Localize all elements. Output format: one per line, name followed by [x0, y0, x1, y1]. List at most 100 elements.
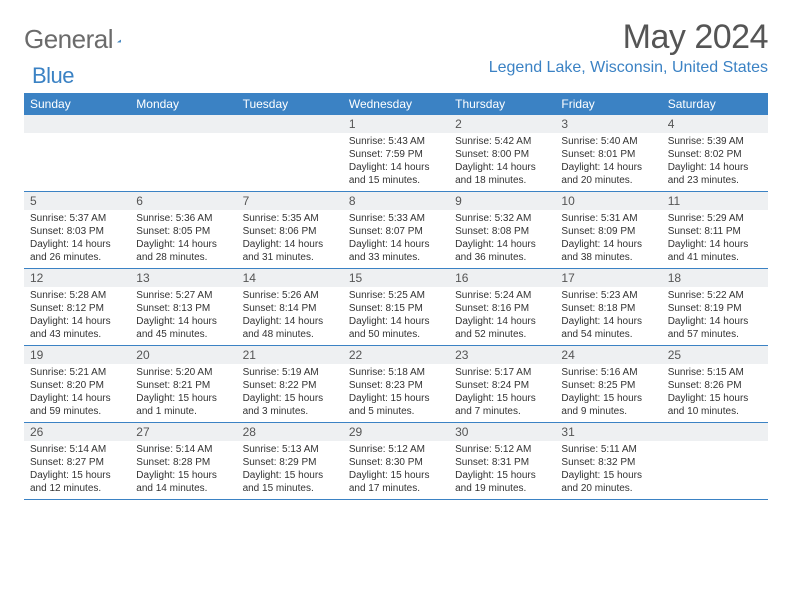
- day-number: 3: [555, 115, 661, 133]
- day-number: 7: [237, 192, 343, 210]
- day-content: Sunrise: 5:13 AMSunset: 8:29 PMDaylight:…: [237, 441, 343, 499]
- calendar-table: SundayMondayTuesdayWednesdayThursdayFrid…: [24, 93, 768, 500]
- sunrise-text: Sunrise: 5:35 AM: [243, 212, 337, 225]
- calendar-day-cell: 19Sunrise: 5:21 AMSunset: 8:20 PMDayligh…: [24, 346, 130, 423]
- daylight-text: Daylight: 14 hours and 36 minutes.: [455, 238, 549, 264]
- sunset-text: Sunset: 8:26 PM: [668, 379, 762, 392]
- calendar-day-cell: 25Sunrise: 5:15 AMSunset: 8:26 PMDayligh…: [662, 346, 768, 423]
- brand-part2: Blue: [32, 63, 74, 89]
- daylight-text: Daylight: 14 hours and 52 minutes.: [455, 315, 549, 341]
- daylight-text: Daylight: 14 hours and 23 minutes.: [668, 161, 762, 187]
- sunset-text: Sunset: 8:21 PM: [136, 379, 230, 392]
- calendar-day-cell: 15Sunrise: 5:25 AMSunset: 8:15 PMDayligh…: [343, 269, 449, 346]
- sunrise-text: Sunrise: 5:19 AM: [243, 366, 337, 379]
- sunrise-text: Sunrise: 5:16 AM: [561, 366, 655, 379]
- day-number: 8: [343, 192, 449, 210]
- day-content: Sunrise: 5:21 AMSunset: 8:20 PMDaylight:…: [24, 364, 130, 422]
- day-content: Sunrise: 5:15 AMSunset: 8:26 PMDaylight:…: [662, 364, 768, 422]
- weekday-header: Saturday: [662, 93, 768, 115]
- day-number: 18: [662, 269, 768, 287]
- daylight-text: Daylight: 15 hours and 15 minutes.: [243, 469, 337, 495]
- sunset-text: Sunset: 8:23 PM: [349, 379, 443, 392]
- calendar-day-cell: 16Sunrise: 5:24 AMSunset: 8:16 PMDayligh…: [449, 269, 555, 346]
- calendar-week-row: 12Sunrise: 5:28 AMSunset: 8:12 PMDayligh…: [24, 269, 768, 346]
- calendar-empty-cell: [237, 115, 343, 192]
- calendar-day-cell: 14Sunrise: 5:26 AMSunset: 8:14 PMDayligh…: [237, 269, 343, 346]
- sunset-text: Sunset: 8:05 PM: [136, 225, 230, 238]
- weekday-header: Friday: [555, 93, 661, 115]
- day-number: 5: [24, 192, 130, 210]
- day-content: Sunrise: 5:36 AMSunset: 8:05 PMDaylight:…: [130, 210, 236, 268]
- sunset-text: Sunset: 8:08 PM: [455, 225, 549, 238]
- sunrise-text: Sunrise: 5:18 AM: [349, 366, 443, 379]
- sunrise-text: Sunrise: 5:12 AM: [349, 443, 443, 456]
- daylight-text: Daylight: 14 hours and 15 minutes.: [349, 161, 443, 187]
- calendar-day-cell: 10Sunrise: 5:31 AMSunset: 8:09 PMDayligh…: [555, 192, 661, 269]
- day-content: Sunrise: 5:37 AMSunset: 8:03 PMDaylight:…: [24, 210, 130, 268]
- day-content: Sunrise: 5:14 AMSunset: 8:27 PMDaylight:…: [24, 441, 130, 499]
- sunset-text: Sunset: 8:25 PM: [561, 379, 655, 392]
- calendar-day-cell: 1Sunrise: 5:43 AMSunset: 7:59 PMDaylight…: [343, 115, 449, 192]
- sunset-text: Sunset: 8:20 PM: [30, 379, 124, 392]
- calendar-day-cell: 6Sunrise: 5:36 AMSunset: 8:05 PMDaylight…: [130, 192, 236, 269]
- sunrise-text: Sunrise: 5:22 AM: [668, 289, 762, 302]
- calendar-day-cell: 9Sunrise: 5:32 AMSunset: 8:08 PMDaylight…: [449, 192, 555, 269]
- sunrise-text: Sunrise: 5:14 AM: [30, 443, 124, 456]
- daylight-text: Daylight: 14 hours and 48 minutes.: [243, 315, 337, 341]
- calendar-day-cell: 30Sunrise: 5:12 AMSunset: 8:31 PMDayligh…: [449, 423, 555, 500]
- daylight-text: Daylight: 15 hours and 7 minutes.: [455, 392, 549, 418]
- calendar-day-cell: 8Sunrise: 5:33 AMSunset: 8:07 PMDaylight…: [343, 192, 449, 269]
- day-content: Sunrise: 5:32 AMSunset: 8:08 PMDaylight:…: [449, 210, 555, 268]
- daylight-text: Daylight: 15 hours and 19 minutes.: [455, 469, 549, 495]
- sunrise-text: Sunrise: 5:40 AM: [561, 135, 655, 148]
- day-content: Sunrise: 5:18 AMSunset: 8:23 PMDaylight:…: [343, 364, 449, 422]
- sunrise-text: Sunrise: 5:32 AM: [455, 212, 549, 225]
- calendar-day-cell: 20Sunrise: 5:20 AMSunset: 8:21 PMDayligh…: [130, 346, 236, 423]
- day-content: Sunrise: 5:12 AMSunset: 8:31 PMDaylight:…: [449, 441, 555, 499]
- sunrise-text: Sunrise: 5:15 AM: [668, 366, 762, 379]
- calendar-day-cell: 18Sunrise: 5:22 AMSunset: 8:19 PMDayligh…: [662, 269, 768, 346]
- sunrise-text: Sunrise: 5:25 AM: [349, 289, 443, 302]
- calendar-day-cell: 4Sunrise: 5:39 AMSunset: 8:02 PMDaylight…: [662, 115, 768, 192]
- sunrise-text: Sunrise: 5:24 AM: [455, 289, 549, 302]
- calendar-empty-cell: [130, 115, 236, 192]
- sunrise-text: Sunrise: 5:26 AM: [243, 289, 337, 302]
- day-number: 23: [449, 346, 555, 364]
- sunrise-text: Sunrise: 5:37 AM: [30, 212, 124, 225]
- daylight-text: Daylight: 14 hours and 33 minutes.: [349, 238, 443, 264]
- day-content: Sunrise: 5:28 AMSunset: 8:12 PMDaylight:…: [24, 287, 130, 345]
- sunrise-text: Sunrise: 5:39 AM: [668, 135, 762, 148]
- day-number: 31: [555, 423, 661, 441]
- sunset-text: Sunset: 8:07 PM: [349, 225, 443, 238]
- daylight-text: Daylight: 15 hours and 9 minutes.: [561, 392, 655, 418]
- day-number: 11: [662, 192, 768, 210]
- daylight-text: Daylight: 14 hours and 31 minutes.: [243, 238, 337, 264]
- sunset-text: Sunset: 8:12 PM: [30, 302, 124, 315]
- day-content: [237, 133, 343, 189]
- day-content: Sunrise: 5:22 AMSunset: 8:19 PMDaylight:…: [662, 287, 768, 345]
- day-number: [237, 115, 343, 133]
- day-content: Sunrise: 5:20 AMSunset: 8:21 PMDaylight:…: [130, 364, 236, 422]
- weekday-row: SundayMondayTuesdayWednesdayThursdayFrid…: [24, 93, 768, 115]
- sunset-text: Sunset: 8:24 PM: [455, 379, 549, 392]
- sunset-text: Sunset: 8:13 PM: [136, 302, 230, 315]
- calendar-day-cell: 5Sunrise: 5:37 AMSunset: 8:03 PMDaylight…: [24, 192, 130, 269]
- sunset-text: Sunset: 8:28 PM: [136, 456, 230, 469]
- sunset-text: Sunset: 8:31 PM: [455, 456, 549, 469]
- day-content: Sunrise: 5:14 AMSunset: 8:28 PMDaylight:…: [130, 441, 236, 499]
- sunset-text: Sunset: 7:59 PM: [349, 148, 443, 161]
- brand-logo: General: [24, 18, 145, 55]
- location-text: Legend Lake, Wisconsin, United States: [489, 59, 768, 77]
- calendar-day-cell: 22Sunrise: 5:18 AMSunset: 8:23 PMDayligh…: [343, 346, 449, 423]
- day-number: 10: [555, 192, 661, 210]
- day-number: 26: [24, 423, 130, 441]
- day-content: Sunrise: 5:26 AMSunset: 8:14 PMDaylight:…: [237, 287, 343, 345]
- daylight-text: Daylight: 15 hours and 10 minutes.: [668, 392, 762, 418]
- logo-triangle-icon: [117, 31, 122, 51]
- day-number: [662, 423, 768, 441]
- calendar-day-cell: 17Sunrise: 5:23 AMSunset: 8:18 PMDayligh…: [555, 269, 661, 346]
- daylight-text: Daylight: 14 hours and 18 minutes.: [455, 161, 549, 187]
- daylight-text: Daylight: 15 hours and 17 minutes.: [349, 469, 443, 495]
- day-content: Sunrise: 5:29 AMSunset: 8:11 PMDaylight:…: [662, 210, 768, 268]
- calendar-week-row: 19Sunrise: 5:21 AMSunset: 8:20 PMDayligh…: [24, 346, 768, 423]
